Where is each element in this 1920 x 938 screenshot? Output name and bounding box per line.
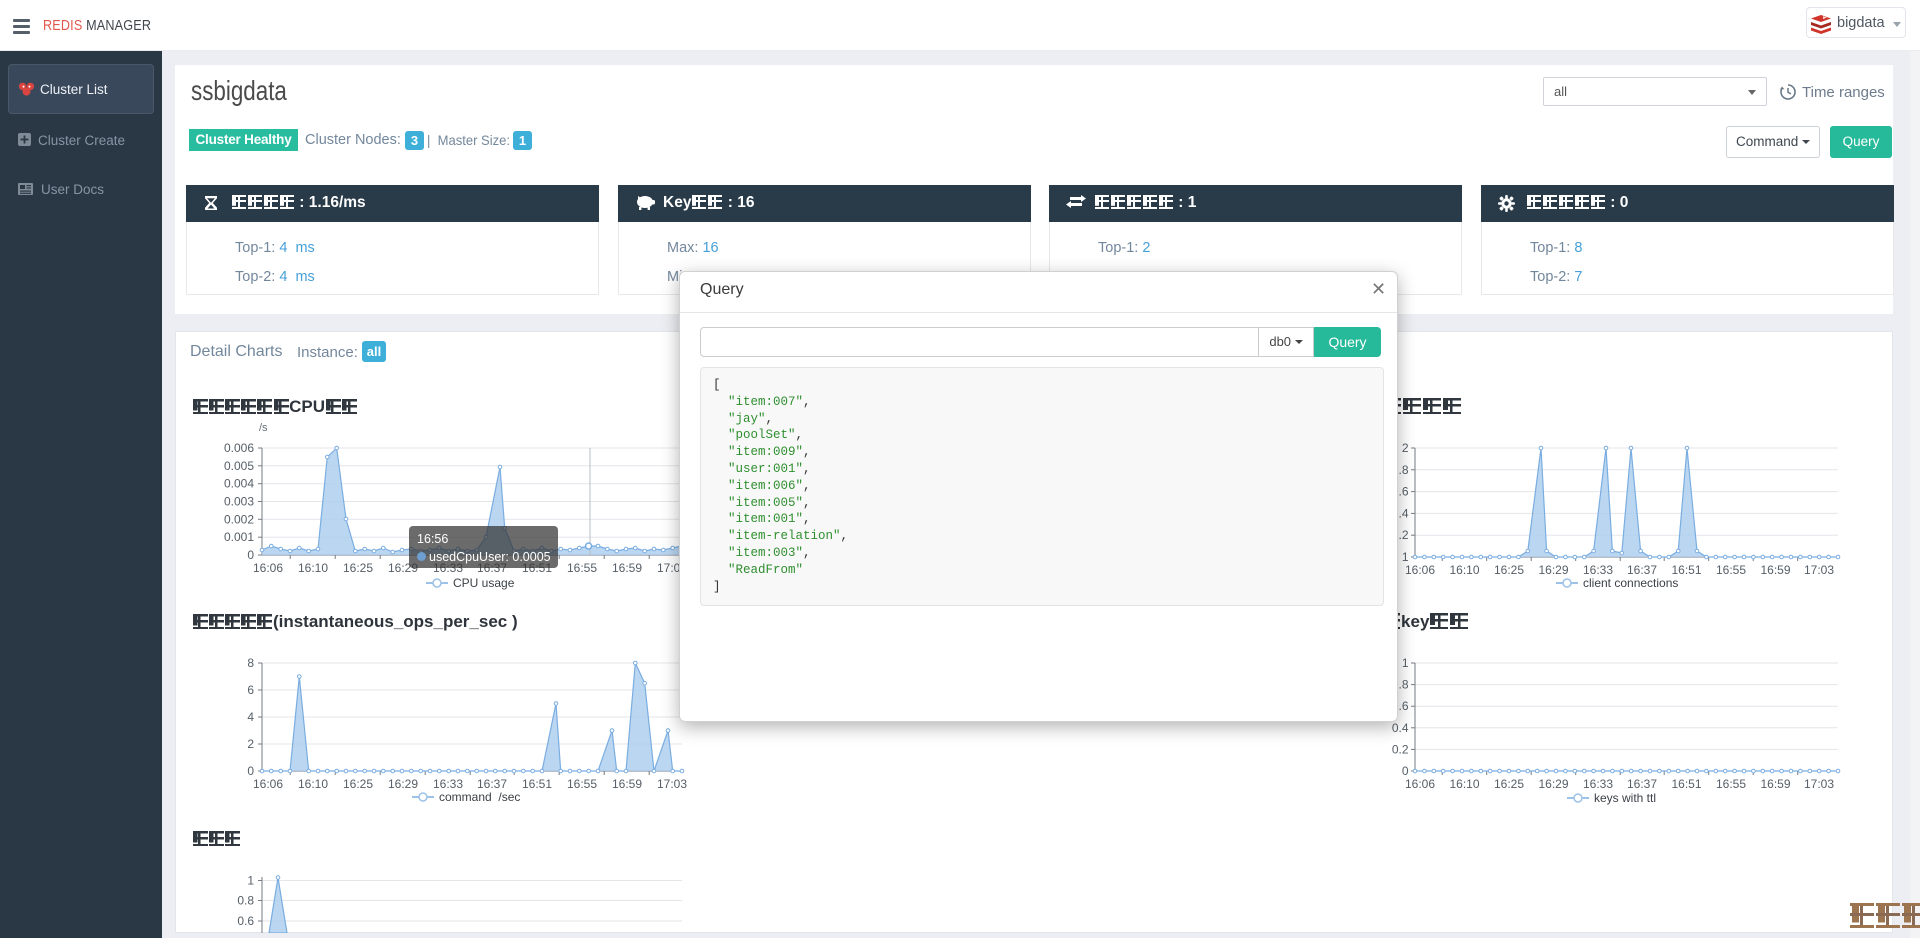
svg-text:0: 0 xyxy=(1402,764,1409,778)
svg-text:16:59: 16:59 xyxy=(1760,777,1790,791)
svg-text:0.4: 0.4 xyxy=(1392,721,1409,735)
svg-text:keys with ttl: keys with ttl xyxy=(1594,791,1656,805)
svg-text:1: 1 xyxy=(247,874,254,888)
svg-text:16:51: 16:51 xyxy=(522,777,552,791)
svg-text:16:51: 16:51 xyxy=(1671,777,1701,791)
svg-text:16:37: 16:37 xyxy=(1627,563,1657,577)
svg-text:16:10: 16:10 xyxy=(298,777,328,791)
svg-text:16:25: 16:25 xyxy=(1494,563,1524,577)
svg-text:6: 6 xyxy=(247,683,254,697)
svg-text:16:37: 16:37 xyxy=(477,777,507,791)
svg-text:4: 4 xyxy=(247,710,254,724)
svg-text:16:06: 16:06 xyxy=(1405,563,1435,577)
svg-text:17:03: 17:03 xyxy=(1804,777,1834,791)
svg-text:16:06: 16:06 xyxy=(1405,777,1435,791)
svg-text:1: 1 xyxy=(1402,550,1409,564)
svg-text:16:55: 16:55 xyxy=(1716,563,1746,577)
svg-text:16:55: 16:55 xyxy=(567,561,597,575)
svg-text:16:55: 16:55 xyxy=(567,777,597,791)
svg-text:CPU usage: CPU usage xyxy=(453,576,515,590)
svg-text:2: 2 xyxy=(1402,441,1409,455)
svg-text:16:33: 16:33 xyxy=(433,777,463,791)
svg-text:command /sec: command /sec xyxy=(439,790,520,804)
svg-text:16:10: 16:10 xyxy=(1449,563,1479,577)
svg-text:16:37: 16:37 xyxy=(1627,777,1657,791)
svg-text:16:59: 16:59 xyxy=(1760,563,1790,577)
svg-text:16:10: 16:10 xyxy=(298,561,328,575)
svg-text:16:25: 16:25 xyxy=(1494,777,1524,791)
svg-text:16:06: 16:06 xyxy=(253,777,283,791)
svg-text:16:59: 16:59 xyxy=(612,561,642,575)
svg-text:16:25: 16:25 xyxy=(343,561,373,575)
svg-text:0.2: 0.2 xyxy=(1392,742,1409,756)
svg-text:17:03: 17:03 xyxy=(657,777,687,791)
svg-text:client connections: client connections xyxy=(1583,576,1678,590)
svg-text:0.006: 0.006 xyxy=(224,441,254,455)
svg-text:0.6: 0.6 xyxy=(237,914,254,928)
svg-text:16:51: 16:51 xyxy=(1671,563,1701,577)
svg-text:0.003: 0.003 xyxy=(224,495,254,509)
svg-text:16:59: 16:59 xyxy=(612,777,642,791)
svg-text:2: 2 xyxy=(247,737,254,751)
svg-text:16:29: 16:29 xyxy=(388,777,418,791)
svg-text:0.004: 0.004 xyxy=(224,477,254,491)
svg-text:0: 0 xyxy=(247,764,254,778)
svg-text:16:29: 16:29 xyxy=(1538,563,1568,577)
svg-text:16:33: 16:33 xyxy=(1583,777,1613,791)
svg-text:16:29: 16:29 xyxy=(1538,777,1568,791)
svg-text:0.002: 0.002 xyxy=(224,512,254,526)
svg-text:8: 8 xyxy=(247,656,254,670)
svg-text:16:06: 16:06 xyxy=(253,561,283,575)
svg-text:0.8: 0.8 xyxy=(237,894,254,908)
svg-text:0.001: 0.001 xyxy=(224,530,254,544)
svg-text:17:03: 17:03 xyxy=(1804,563,1834,577)
svg-text:16:25: 16:25 xyxy=(343,777,373,791)
svg-text:16:33: 16:33 xyxy=(1583,563,1613,577)
svg-text:0.005: 0.005 xyxy=(224,459,254,473)
svg-text:1: 1 xyxy=(1402,656,1409,670)
svg-text:16:10: 16:10 xyxy=(1449,777,1479,791)
svg-text:16:55: 16:55 xyxy=(1716,777,1746,791)
svg-text:0: 0 xyxy=(247,548,254,562)
